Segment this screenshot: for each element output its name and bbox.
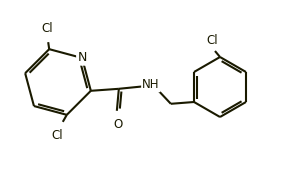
Text: Cl: Cl [206,34,218,47]
Text: N: N [77,52,87,64]
Text: NH: NH [142,78,160,91]
Text: Cl: Cl [41,22,53,35]
Text: O: O [113,118,122,131]
Text: Cl: Cl [51,129,62,142]
